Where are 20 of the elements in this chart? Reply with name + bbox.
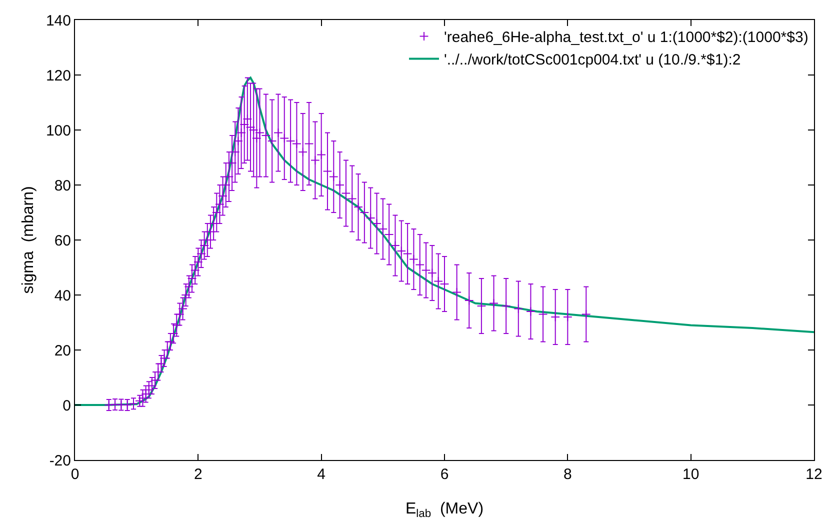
x-tick-label: 6 <box>440 466 449 483</box>
x-tick-label: 10 <box>682 466 700 483</box>
y-tick-label: 40 <box>54 287 71 304</box>
y-tick-label: 140 <box>46 12 71 30</box>
y-tick-label: 60 <box>54 232 71 250</box>
x-tick-label: 2 <box>194 466 202 483</box>
legend-label: 'reahe6_6He-alpha_test.txt_o' u 1:(1000*$2):(1000*$3) <box>444 29 808 46</box>
y-tick-label: 80 <box>54 177 71 194</box>
legend-label: '../../work/totCSc001cp004.txt' u (10./9.*$1):2 <box>444 52 741 69</box>
y-axis-title: sigma (mbarn) <box>20 186 37 294</box>
x-tick-label: 12 <box>806 466 822 483</box>
x-tick-label: 8 <box>564 466 572 483</box>
y-tick-label: 120 <box>46 67 71 84</box>
y-tick-label: 100 <box>46 122 71 140</box>
y-tick-label: -20 <box>49 452 71 470</box>
x-axis-title: E$_{lab}$ (MeV) <box>405 500 484 520</box>
y-tick-label: 0 <box>62 397 71 414</box>
y-tick-label: 20 <box>54 342 71 360</box>
line-series <box>75 76 814 406</box>
x-tick-label: 4 <box>317 466 326 483</box>
